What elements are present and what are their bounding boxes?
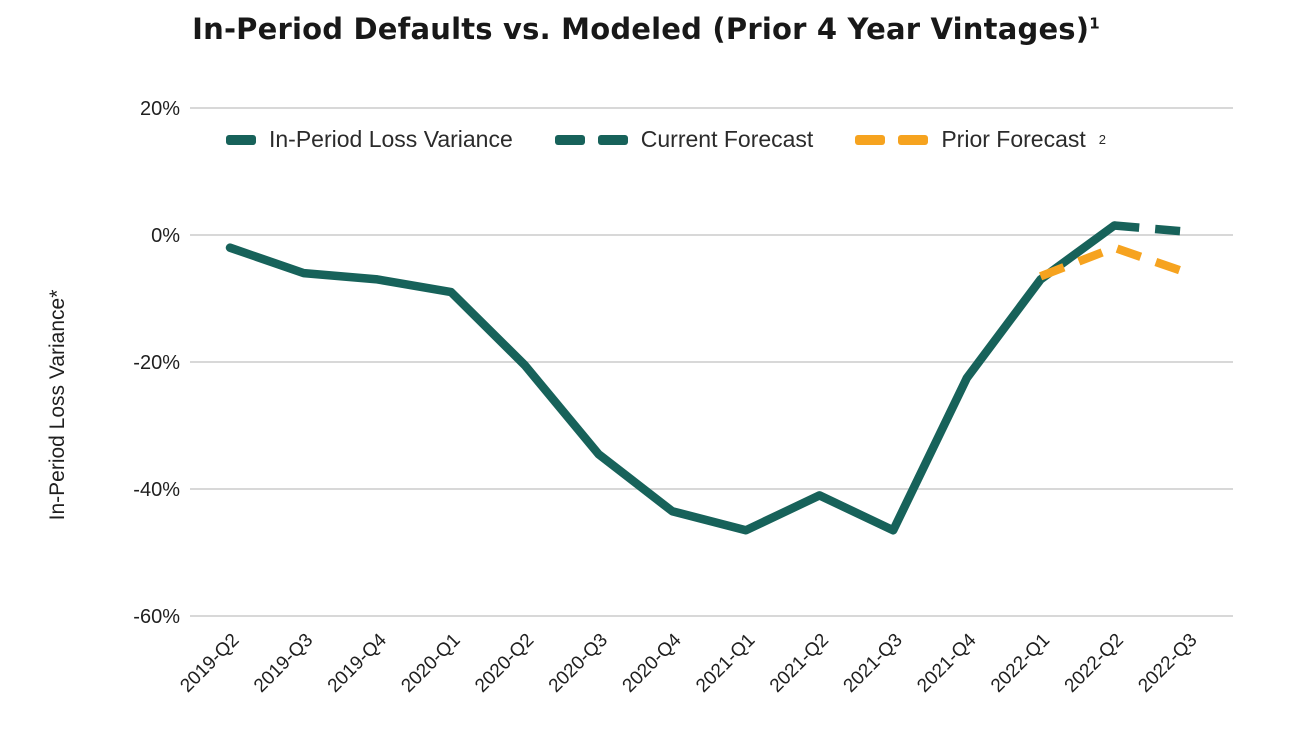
- x-tick-label: 2022-Q3: [1134, 630, 1201, 697]
- legend: In-Period Loss Variance Current Forecast…: [226, 126, 1106, 153]
- y-tick-label: 0%: [151, 225, 180, 247]
- dashed-line-dash-icon: [597, 134, 628, 145]
- chart-title: In-Period Defaults vs. Modeled (Prior 4 …: [0, 12, 1292, 46]
- legend-swatch-dashed-line-icon: [554, 134, 628, 145]
- x-tick-label: 2022-Q1: [987, 630, 1054, 697]
- x-tick-label: 2019-Q3: [250, 630, 317, 697]
- x-tick-label: 2021-Q2: [766, 630, 833, 697]
- x-tick-label: 2020-Q4: [619, 629, 686, 696]
- legend-label: In-Period Loss Variance: [269, 126, 513, 152]
- legend-item-in-period-loss-variance: In-Period Loss Variance: [226, 126, 513, 153]
- series-line-current-forecast: [1113, 221, 1189, 237]
- legend-swatch-solid-line-icon: [226, 134, 256, 145]
- legend-label: Current Forecast: [640, 126, 814, 152]
- series-line-in-period-loss-variance: [225, 221, 1119, 535]
- dashed-line-dash-icon: [554, 134, 585, 145]
- legend-label: Prior Forecast: [941, 126, 1086, 152]
- y-tick-label: -40%: [133, 479, 180, 501]
- y-tick-label: 20%: [140, 98, 180, 120]
- x-tick-label: 2020-Q1: [397, 630, 464, 697]
- x-tick-label: 2019-Q2: [176, 630, 243, 697]
- chart-title-text: In-Period Defaults vs. Modeled (Prior 4 …: [192, 12, 1090, 46]
- y-tick-label: -20%: [133, 352, 180, 374]
- chart-title-footnote-marker: 1: [1089, 14, 1100, 33]
- x-tick-label: 2021-Q1: [692, 630, 759, 697]
- legend-swatch-dashed-line-icon: [855, 134, 929, 145]
- series-line-prior-forecast: [1039, 243, 1190, 281]
- x-tick-label: 2019-Q4: [324, 629, 391, 696]
- legend-item-current-forecast: Current Forecast: [554, 126, 814, 153]
- legend-footnote-marker: 2: [1098, 132, 1106, 147]
- x-tick-label: 2020-Q2: [471, 630, 538, 697]
- x-tick-label: 2022-Q2: [1061, 630, 1128, 697]
- x-tick-label: 2020-Q3: [545, 630, 612, 697]
- solid-line-dash-icon: [226, 134, 256, 145]
- x-tick-label: 2021-Q3: [840, 630, 907, 697]
- x-tick-label: 2021-Q4: [913, 629, 980, 696]
- dashed-line-dash-icon: [898, 134, 929, 145]
- legend-item-prior-forecast: Prior Forecast 2: [855, 126, 1106, 153]
- y-tick-label: -60%: [133, 606, 180, 628]
- dashed-line-dash-icon: [855, 134, 886, 145]
